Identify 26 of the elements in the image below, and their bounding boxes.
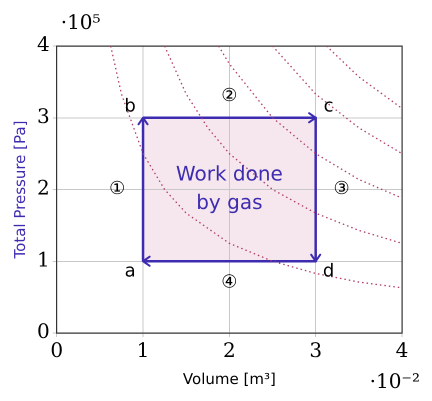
annotation: c [324, 96, 334, 117]
line-series [272, 46, 402, 154]
annotation: ④ [221, 271, 238, 292]
annotation: d [322, 260, 334, 282]
annotation: ③ [334, 178, 350, 200]
line-series [110, 46, 402, 288]
annotation: by gas [196, 190, 262, 214]
y-tick-label: 1 [36, 247, 50, 272]
annotation: ② [221, 84, 238, 106]
annotation: Work done [176, 161, 283, 186]
line-series [164, 46, 402, 244]
x-tick-label: 2 [222, 338, 236, 362]
text: ·10⁵ [60, 10, 101, 34]
y-axis-title: Total Pressure [Pa] [10, 120, 29, 260]
x-axis-title: Volume [m³] [182, 370, 276, 388]
annotation: ① [109, 178, 126, 200]
annotation: a [124, 260, 136, 282]
x-tick-label: 1 [136, 338, 150, 362]
y-tick-label: 0 [36, 319, 50, 344]
text: ·10⁻² [370, 369, 420, 394]
x-tick-label: 4 [396, 338, 408, 362]
x-tick-label: 3 [309, 338, 322, 362]
annotation: b [124, 96, 136, 117]
y-tick-label: 3 [36, 104, 50, 128]
y-tick-label: 2 [36, 176, 50, 200]
y-tick-label: 4 [36, 32, 50, 56]
